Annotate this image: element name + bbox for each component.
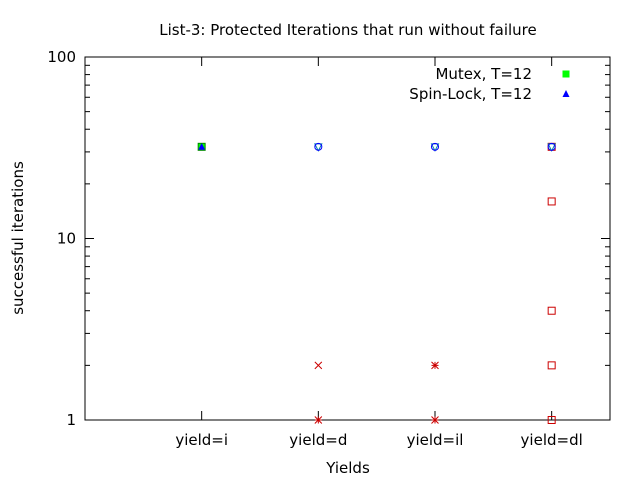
data-point	[547, 142, 556, 151]
y-tick-label: 100	[47, 48, 76, 66]
x-tick-label: yield=d	[289, 431, 347, 449]
data-point	[198, 142, 206, 150]
data-point	[547, 306, 556, 315]
legend-label: Mutex, T=12	[435, 65, 532, 83]
x-tick-label: yield=i	[175, 431, 228, 449]
data-point	[547, 197, 556, 206]
data-point	[431, 142, 439, 151]
data-point	[431, 416, 439, 424]
chart-title: List-3: Protected Iterations that run wi…	[159, 21, 536, 39]
legend: Mutex, T=12 Spin-Lock, T=12	[409, 65, 570, 103]
y-tick-label: 10	[57, 230, 76, 248]
data-point	[431, 361, 439, 369]
x-tick-label: yield=il	[407, 431, 464, 449]
x-axis-label: Yields	[325, 459, 370, 477]
data-point	[547, 416, 556, 424]
y-axis-label: successful iterations	[9, 161, 27, 315]
data-point	[314, 416, 322, 424]
x-axis: yield=i yield=d yield=il yield=dl	[175, 57, 583, 449]
data-point	[547, 361, 556, 370]
data-points	[197, 142, 556, 424]
data-point	[197, 142, 206, 151]
legend-label: Spin-Lock, T=12	[409, 85, 532, 103]
x-tick-label: yield=dl	[521, 431, 583, 449]
legend-marker	[562, 90, 570, 97]
y-axis: 1 10 100	[47, 48, 610, 429]
y-tick-label: 1	[66, 411, 76, 429]
legend-marker	[562, 70, 570, 78]
data-point	[314, 361, 323, 370]
data-point	[314, 142, 323, 151]
